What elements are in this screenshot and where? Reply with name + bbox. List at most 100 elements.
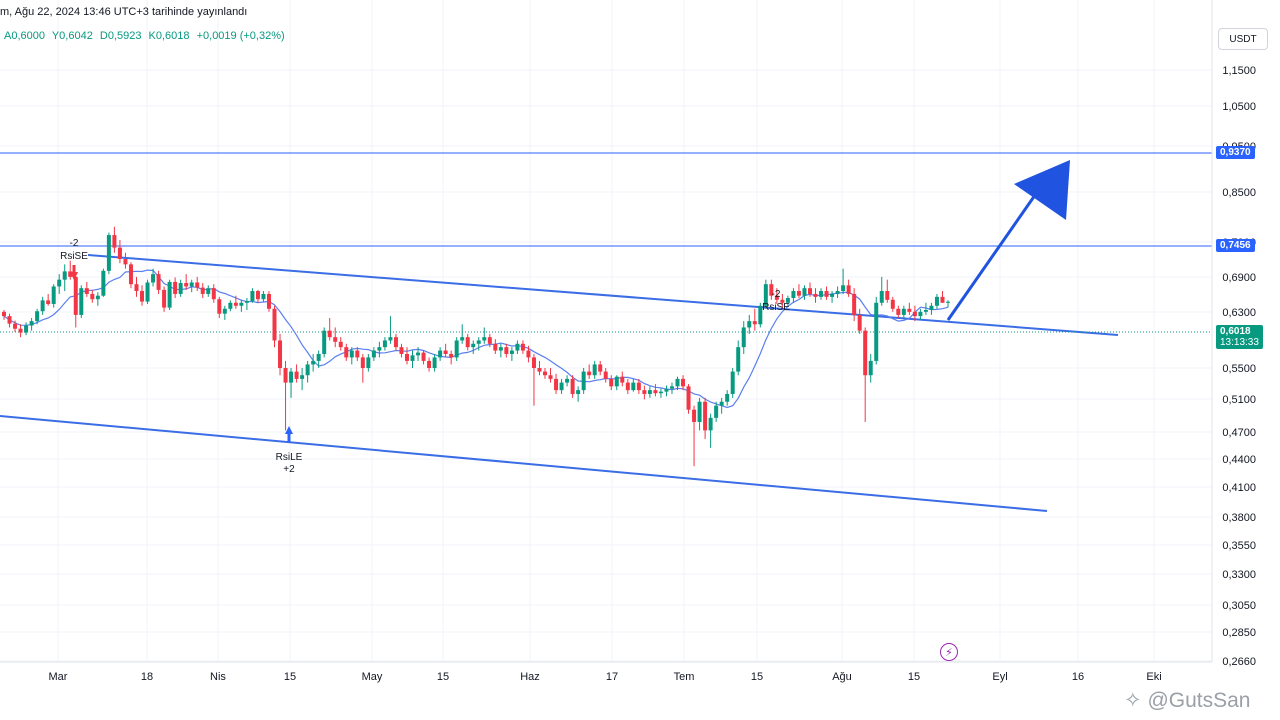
currency-button[interactable]: USDT xyxy=(1218,28,1268,50)
last-price-tag: 0,6018 13:13:33 xyxy=(1216,325,1263,349)
candle xyxy=(841,268,846,294)
candle xyxy=(145,279,150,304)
candle xyxy=(316,350,321,368)
candle xyxy=(360,353,365,383)
channel-lower-line[interactable] xyxy=(0,415,1048,512)
candle xyxy=(526,345,531,363)
candle xyxy=(543,368,548,379)
price-tick-label: 0,4100 xyxy=(1222,482,1256,494)
signal-annotations: -2 RsiSE RsiLE+2 -2 RsiSE xyxy=(60,238,790,475)
price-tick-label: 1,1500 xyxy=(1222,65,1256,77)
candle xyxy=(112,226,117,253)
candle xyxy=(752,308,757,331)
buy-arrow-icon xyxy=(285,426,293,434)
candle xyxy=(178,279,183,297)
candle xyxy=(7,313,12,328)
time-tick-label: 15 xyxy=(437,671,449,683)
signal-annotation-sell: -2 RsiSE xyxy=(762,289,790,313)
candle xyxy=(554,373,559,394)
candle xyxy=(896,305,901,318)
candle xyxy=(68,260,73,280)
candle xyxy=(333,327,338,348)
breakout-arrow[interactable] xyxy=(946,160,1070,321)
channel-upper-line[interactable] xyxy=(87,254,1119,336)
logo-icon: ✧ xyxy=(1124,689,1148,712)
candle xyxy=(404,347,409,365)
candle xyxy=(846,279,851,297)
candle xyxy=(305,360,310,383)
candle xyxy=(195,276,200,292)
candle xyxy=(708,413,713,448)
candle xyxy=(763,279,768,309)
candle xyxy=(255,289,260,303)
candle xyxy=(625,378,630,394)
price-tick-label: 1,0500 xyxy=(1222,101,1256,113)
candle xyxy=(758,302,763,328)
candle xyxy=(598,360,603,376)
time-tick-label: Mar xyxy=(49,671,68,683)
candle xyxy=(18,324,23,338)
candle xyxy=(233,295,238,309)
published-info: m, Ağu 22, 2024 13:46 UTC+3 tarihinde ya… xyxy=(0,6,248,18)
candle xyxy=(714,401,719,422)
ohlc-high: Y0,6042 xyxy=(51,30,93,42)
candle xyxy=(736,340,741,376)
candle xyxy=(294,364,299,383)
candle xyxy=(565,375,570,387)
candle xyxy=(509,347,514,361)
candle xyxy=(344,343,349,361)
bar-countdown: 13:13:33 xyxy=(1220,337,1259,348)
ohlc-low: D0,5923 xyxy=(99,30,142,42)
grid-lines xyxy=(0,0,1212,662)
watermark: ✧ @GutsSan xyxy=(1124,689,1251,712)
descending-channel[interactable] xyxy=(0,254,1119,512)
candle xyxy=(200,283,205,299)
horizontal-levels[interactable] xyxy=(0,152,1212,247)
candle xyxy=(946,300,950,308)
candle xyxy=(382,337,387,351)
candle xyxy=(454,337,459,361)
candle xyxy=(266,291,271,312)
moving-average-line xyxy=(3,269,949,409)
candle xyxy=(278,333,283,376)
candle xyxy=(399,343,404,358)
lightning-icon[interactable]: ⚡ xyxy=(940,643,958,661)
svg-text:RsiSE: RsiSE xyxy=(60,251,88,262)
candle xyxy=(40,296,45,315)
candle xyxy=(940,291,945,303)
candle xyxy=(719,397,724,414)
svg-text:-2: -2 xyxy=(70,238,79,249)
candle xyxy=(857,308,862,334)
candle xyxy=(498,343,503,358)
candle xyxy=(830,291,835,303)
signal-annotation-buy: RsiLE+2 xyxy=(276,426,303,475)
time-tick-label: Nis xyxy=(210,671,226,683)
sell-arrow-icon xyxy=(70,272,78,280)
candle xyxy=(647,386,652,398)
candle xyxy=(653,384,658,397)
candle xyxy=(885,279,890,303)
candle xyxy=(211,284,216,303)
candle xyxy=(101,268,106,297)
candle xyxy=(692,405,697,467)
time-tick-label: 15 xyxy=(284,671,296,683)
candle xyxy=(620,371,625,387)
level-tag-0937: 0,9370 xyxy=(1216,146,1255,159)
candle xyxy=(289,368,294,398)
candle xyxy=(675,376,680,391)
candle xyxy=(907,302,912,315)
candle xyxy=(250,288,255,303)
candle xyxy=(570,375,575,398)
candle xyxy=(239,299,244,312)
candle xyxy=(824,286,829,300)
candle xyxy=(189,279,194,293)
candle xyxy=(587,364,592,379)
price-tick-label: 0,3300 xyxy=(1222,569,1256,581)
candle xyxy=(559,378,564,394)
candle xyxy=(664,385,669,397)
time-axis[interactable]: Mar 18 Nis 15 May 15 Haz 17 Tem 15 Ağu 15 Eyl 16 Eki xyxy=(0,661,1212,683)
candle xyxy=(791,288,796,303)
candle xyxy=(912,305,917,322)
candle xyxy=(62,264,67,292)
